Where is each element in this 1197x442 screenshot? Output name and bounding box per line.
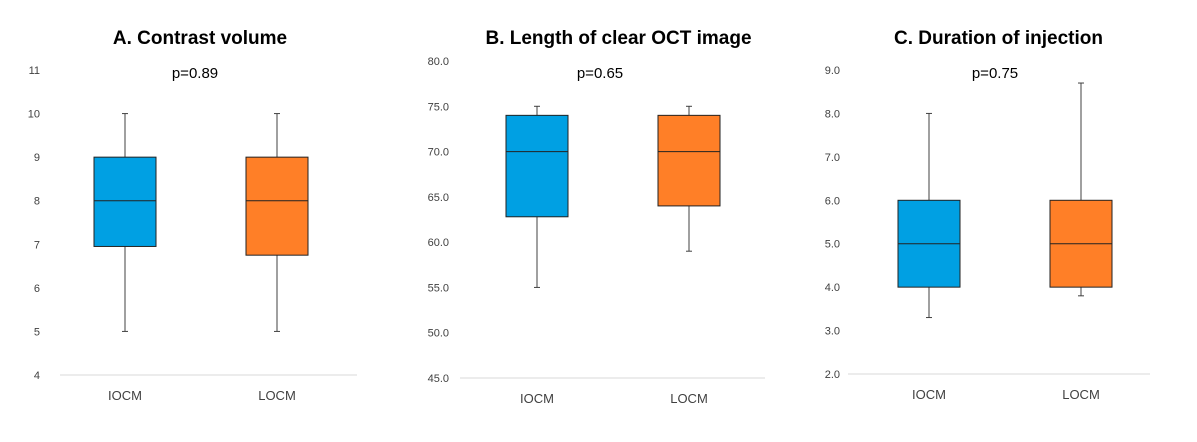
y-tick-label: 7.0 (825, 152, 840, 164)
y-tick-label: 4.0 (825, 282, 840, 294)
box-iqr (245, 156, 309, 256)
plot-area: 45.0 50.0 55.0 60.0 65.0 70.0 75.0 80.0 IOCM LOCM (428, 56, 765, 406)
box-iocm (505, 105, 569, 288)
y-tick-label: 4 (34, 370, 40, 382)
y-tick-label: 10 (28, 109, 40, 121)
box-locm (245, 113, 309, 332)
y-tick-label: 6 (34, 283, 40, 295)
x-category-label: LOCM (1062, 387, 1100, 402)
y-tick-label: 11 (29, 65, 40, 77)
y-tick-label: 50.0 (428, 328, 449, 340)
y-tick-label: 55.0 (428, 282, 449, 294)
y-tick-label: 75.0 (428, 101, 449, 113)
p-value-annotation: p=0.89 (171, 65, 219, 82)
box-iqr (657, 114, 721, 207)
box-iqr (505, 114, 569, 218)
chart-panel-contrast-volume: A. Contrast volume p=0.89 4 5 6 7 8 9 10 11 IOCM… (0, 0, 390, 442)
plot-area: 4 5 6 7 8 9 10 11 IOCM LOCM (28, 65, 357, 403)
x-category-label: IOCM (912, 387, 946, 402)
box-locm (657, 105, 721, 252)
box-iocm (93, 113, 157, 332)
chart-title: B. Length of clear OCT image (485, 28, 752, 49)
y-tick-label: 70.0 (428, 147, 449, 159)
p-value-annotation: p=0.75 (971, 65, 1019, 82)
x-category-label: IOCM (108, 388, 142, 403)
x-category-label: LOCM (258, 388, 296, 403)
chart-panel-oct-length: B. Length of clear OCT image p=0.65 45.0… (400, 0, 800, 442)
y-tick-label: 7 (34, 239, 40, 251)
plot-area: 2.0 3.0 4.0 5.0 6.0 7.0 8.0 9.0 IOCM LOCM (825, 65, 1150, 402)
p-value-annotation: p=0.65 (576, 65, 624, 82)
box-locm (1049, 82, 1113, 297)
y-tick-label: 80.0 (428, 56, 449, 68)
box-iocm (897, 112, 961, 319)
y-tick-label: 5 (34, 326, 40, 338)
y-tick-label: 6.0 (825, 195, 840, 207)
y-tick-label: 8.0 (825, 108, 840, 120)
x-category-label: LOCM (670, 391, 708, 406)
chart-title: A. Contrast volume (112, 28, 288, 49)
y-tick-label: 9.0 (825, 65, 840, 77)
y-tick-label: 9 (34, 152, 40, 164)
chart-title: C. Duration of injection (894, 28, 1103, 49)
chart-panel-injection-duration: C. Duration of injection p=0.75 2.0 3.0 4.… (800, 0, 1197, 442)
y-tick-label: 60.0 (428, 237, 449, 249)
y-tick-label: 2.0 (825, 369, 840, 381)
y-tick-label: 45.0 (428, 373, 449, 385)
y-tick-label: 8 (34, 196, 40, 208)
x-category-label: IOCM (520, 391, 554, 406)
y-tick-label: 3.0 (825, 326, 840, 338)
box-iqr (93, 156, 157, 247)
y-tick-label: 5.0 (825, 239, 840, 251)
y-tick-label: 65.0 (428, 192, 449, 204)
